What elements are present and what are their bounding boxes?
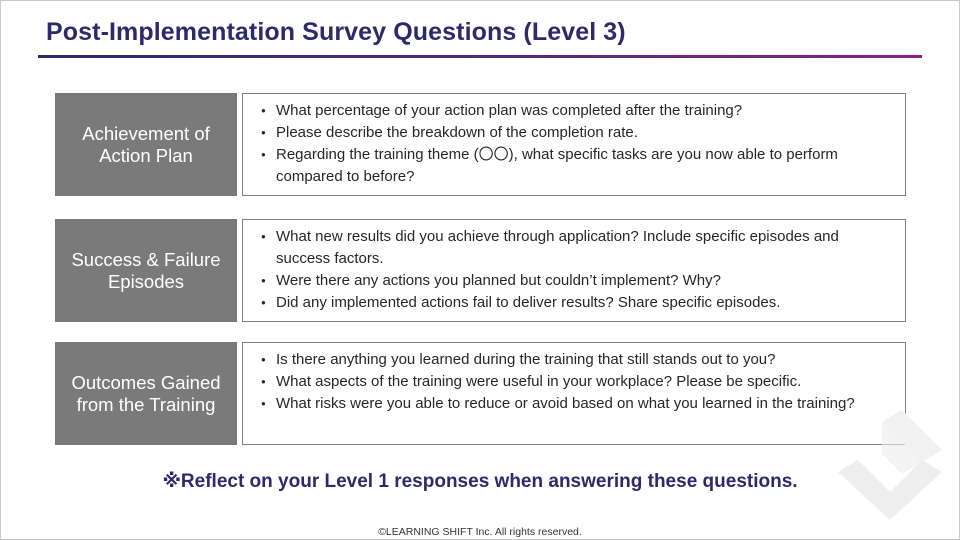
section-episodes: Success & Failure Episodes What new resu…: [55, 219, 906, 322]
question-item: Regarding the training theme (〇〇), what …: [261, 144, 893, 188]
question-box: What percentage of your action plan was …: [242, 93, 906, 196]
section-label: Outcomes Gained from the Training: [55, 342, 237, 445]
section-outcomes: Outcomes Gained from the Training Is the…: [55, 342, 906, 445]
question-item: What new results did you achieve through…: [261, 226, 893, 270]
chevron-check-watermark-icon: [838, 410, 942, 520]
section-label: Success & Failure Episodes: [55, 219, 237, 322]
question-item: Please describe the breakdown of the com…: [261, 122, 893, 144]
reflection-note: ※Reflect on your Level 1 responses when …: [162, 471, 798, 492]
question-item: Did any implemented actions fail to deli…: [261, 292, 893, 314]
section-label: Achievement of Action Plan: [55, 93, 237, 196]
question-box: What new results did you achieve through…: [242, 219, 906, 322]
title-underline: [38, 55, 922, 58]
question-item: What percentage of your action plan was …: [261, 100, 893, 122]
question-item: Is there anything you learned during the…: [261, 349, 893, 371]
question-list: What new results did you achieve through…: [261, 226, 893, 314]
copyright-footer: ©LEARNING SHIFT Inc. All rights reserved…: [378, 526, 582, 538]
question-item: Were there any actions you planned but c…: [261, 270, 893, 292]
question-box: Is there anything you learned during the…: [242, 342, 906, 445]
section-action-plan: Achievement of Action Plan What percenta…: [55, 93, 906, 196]
page-title: Post-Implementation Survey Questions (Le…: [46, 18, 626, 46]
question-list: What percentage of your action plan was …: [261, 100, 893, 188]
question-item: What aspects of the training were useful…: [261, 371, 893, 393]
question-item: What risks were you able to reduce or av…: [261, 393, 893, 415]
question-list: Is there anything you learned during the…: [261, 349, 893, 415]
